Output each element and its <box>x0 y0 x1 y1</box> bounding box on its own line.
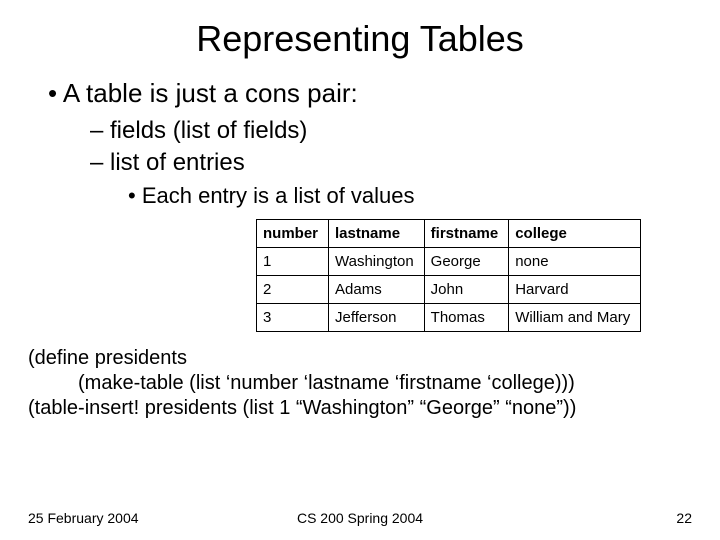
slide: Representing Tables A table is just a co… <box>0 0 720 540</box>
table-header: lastname <box>329 220 425 248</box>
bullet-level1: A table is just a cons pair: <box>48 78 692 109</box>
footer-date: 25 February 2004 <box>28 510 139 526</box>
footer-page: 22 <box>676 510 692 526</box>
table-cell: William and Mary <box>509 304 641 332</box>
slide-title: Representing Tables <box>28 18 692 60</box>
table-row: 3 Jefferson Thomas William and Mary <box>257 304 641 332</box>
table-header-row: number lastname firstname college <box>257 220 641 248</box>
code-block: (define presidents (make-table (list ‘nu… <box>28 346 692 421</box>
table-cell: George <box>424 248 509 276</box>
table-header: number <box>257 220 329 248</box>
bullet-level2-entries: list of entries <box>90 149 692 177</box>
table-cell: 3 <box>257 304 329 332</box>
table-cell: John <box>424 276 509 304</box>
data-table: number lastname firstname college 1 Wash… <box>256 219 641 332</box>
table-cell: Jefferson <box>329 304 425 332</box>
table-cell: 2 <box>257 276 329 304</box>
table-header: firstname <box>424 220 509 248</box>
table-row: 1 Washington George none <box>257 248 641 276</box>
table-cell: Washington <box>329 248 425 276</box>
table-cell: Thomas <box>424 304 509 332</box>
bullet-level3: Each entry is a list of values <box>128 183 692 209</box>
footer-course: CS 200 Spring 2004 <box>297 510 423 526</box>
table-cell: none <box>509 248 641 276</box>
code-line: (table-insert! presidents (list 1 “Washi… <box>28 396 692 421</box>
table-header: college <box>509 220 641 248</box>
code-line: (make-table (list ‘number ‘lastname ‘fir… <box>78 371 692 396</box>
table-cell: Adams <box>329 276 425 304</box>
table-cell: Harvard <box>509 276 641 304</box>
code-line: (define presidents <box>28 346 692 371</box>
table-cell: 1 <box>257 248 329 276</box>
bullet-level2-fields: fields (list of fields) <box>90 117 692 145</box>
table-row: 2 Adams John Harvard <box>257 276 641 304</box>
footer: 25 February 2004 CS 200 Spring 2004 22 <box>0 510 720 526</box>
